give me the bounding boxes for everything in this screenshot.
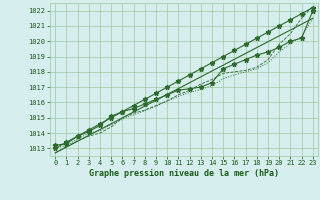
X-axis label: Graphe pression niveau de la mer (hPa): Graphe pression niveau de la mer (hPa)	[89, 169, 279, 178]
